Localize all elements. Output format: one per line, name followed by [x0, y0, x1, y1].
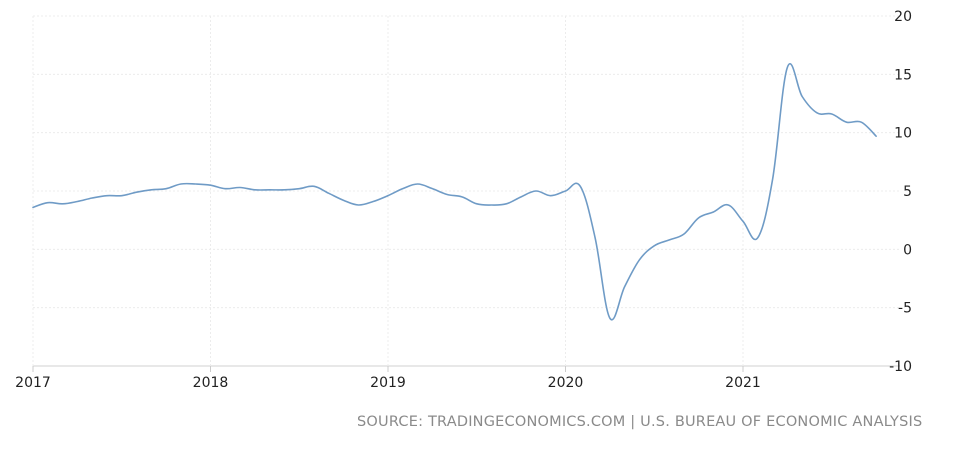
y-tick-label: 0: [903, 242, 912, 258]
x-tick-label: 2019: [370, 375, 406, 391]
series-line: [32, 63, 877, 321]
grid: [32, 15, 900, 367]
y-tick-label: 10: [894, 126, 912, 142]
x-tick-label: 2021: [725, 375, 761, 391]
y-tick-label: 20: [894, 9, 912, 25]
y-tick-label: 15: [894, 67, 912, 83]
y-tick-label: 5: [903, 184, 912, 200]
y-axis: 20 15 10 5 0 -5 -10: [889, 9, 912, 375]
x-axis: 2017 2018 2019 2020 2021: [15, 366, 761, 391]
x-tick-label: 2020: [548, 375, 584, 391]
y-tick-label: -5: [898, 301, 912, 317]
series: [32, 63, 877, 321]
x-tick-label: 2018: [193, 375, 229, 391]
source-attribution: SOURCE: TRADINGECONOMICS.COM | U.S. BURE…: [357, 414, 923, 430]
x-tick-label: 2017: [15, 375, 51, 391]
y-tick-label: -10: [889, 359, 912, 375]
